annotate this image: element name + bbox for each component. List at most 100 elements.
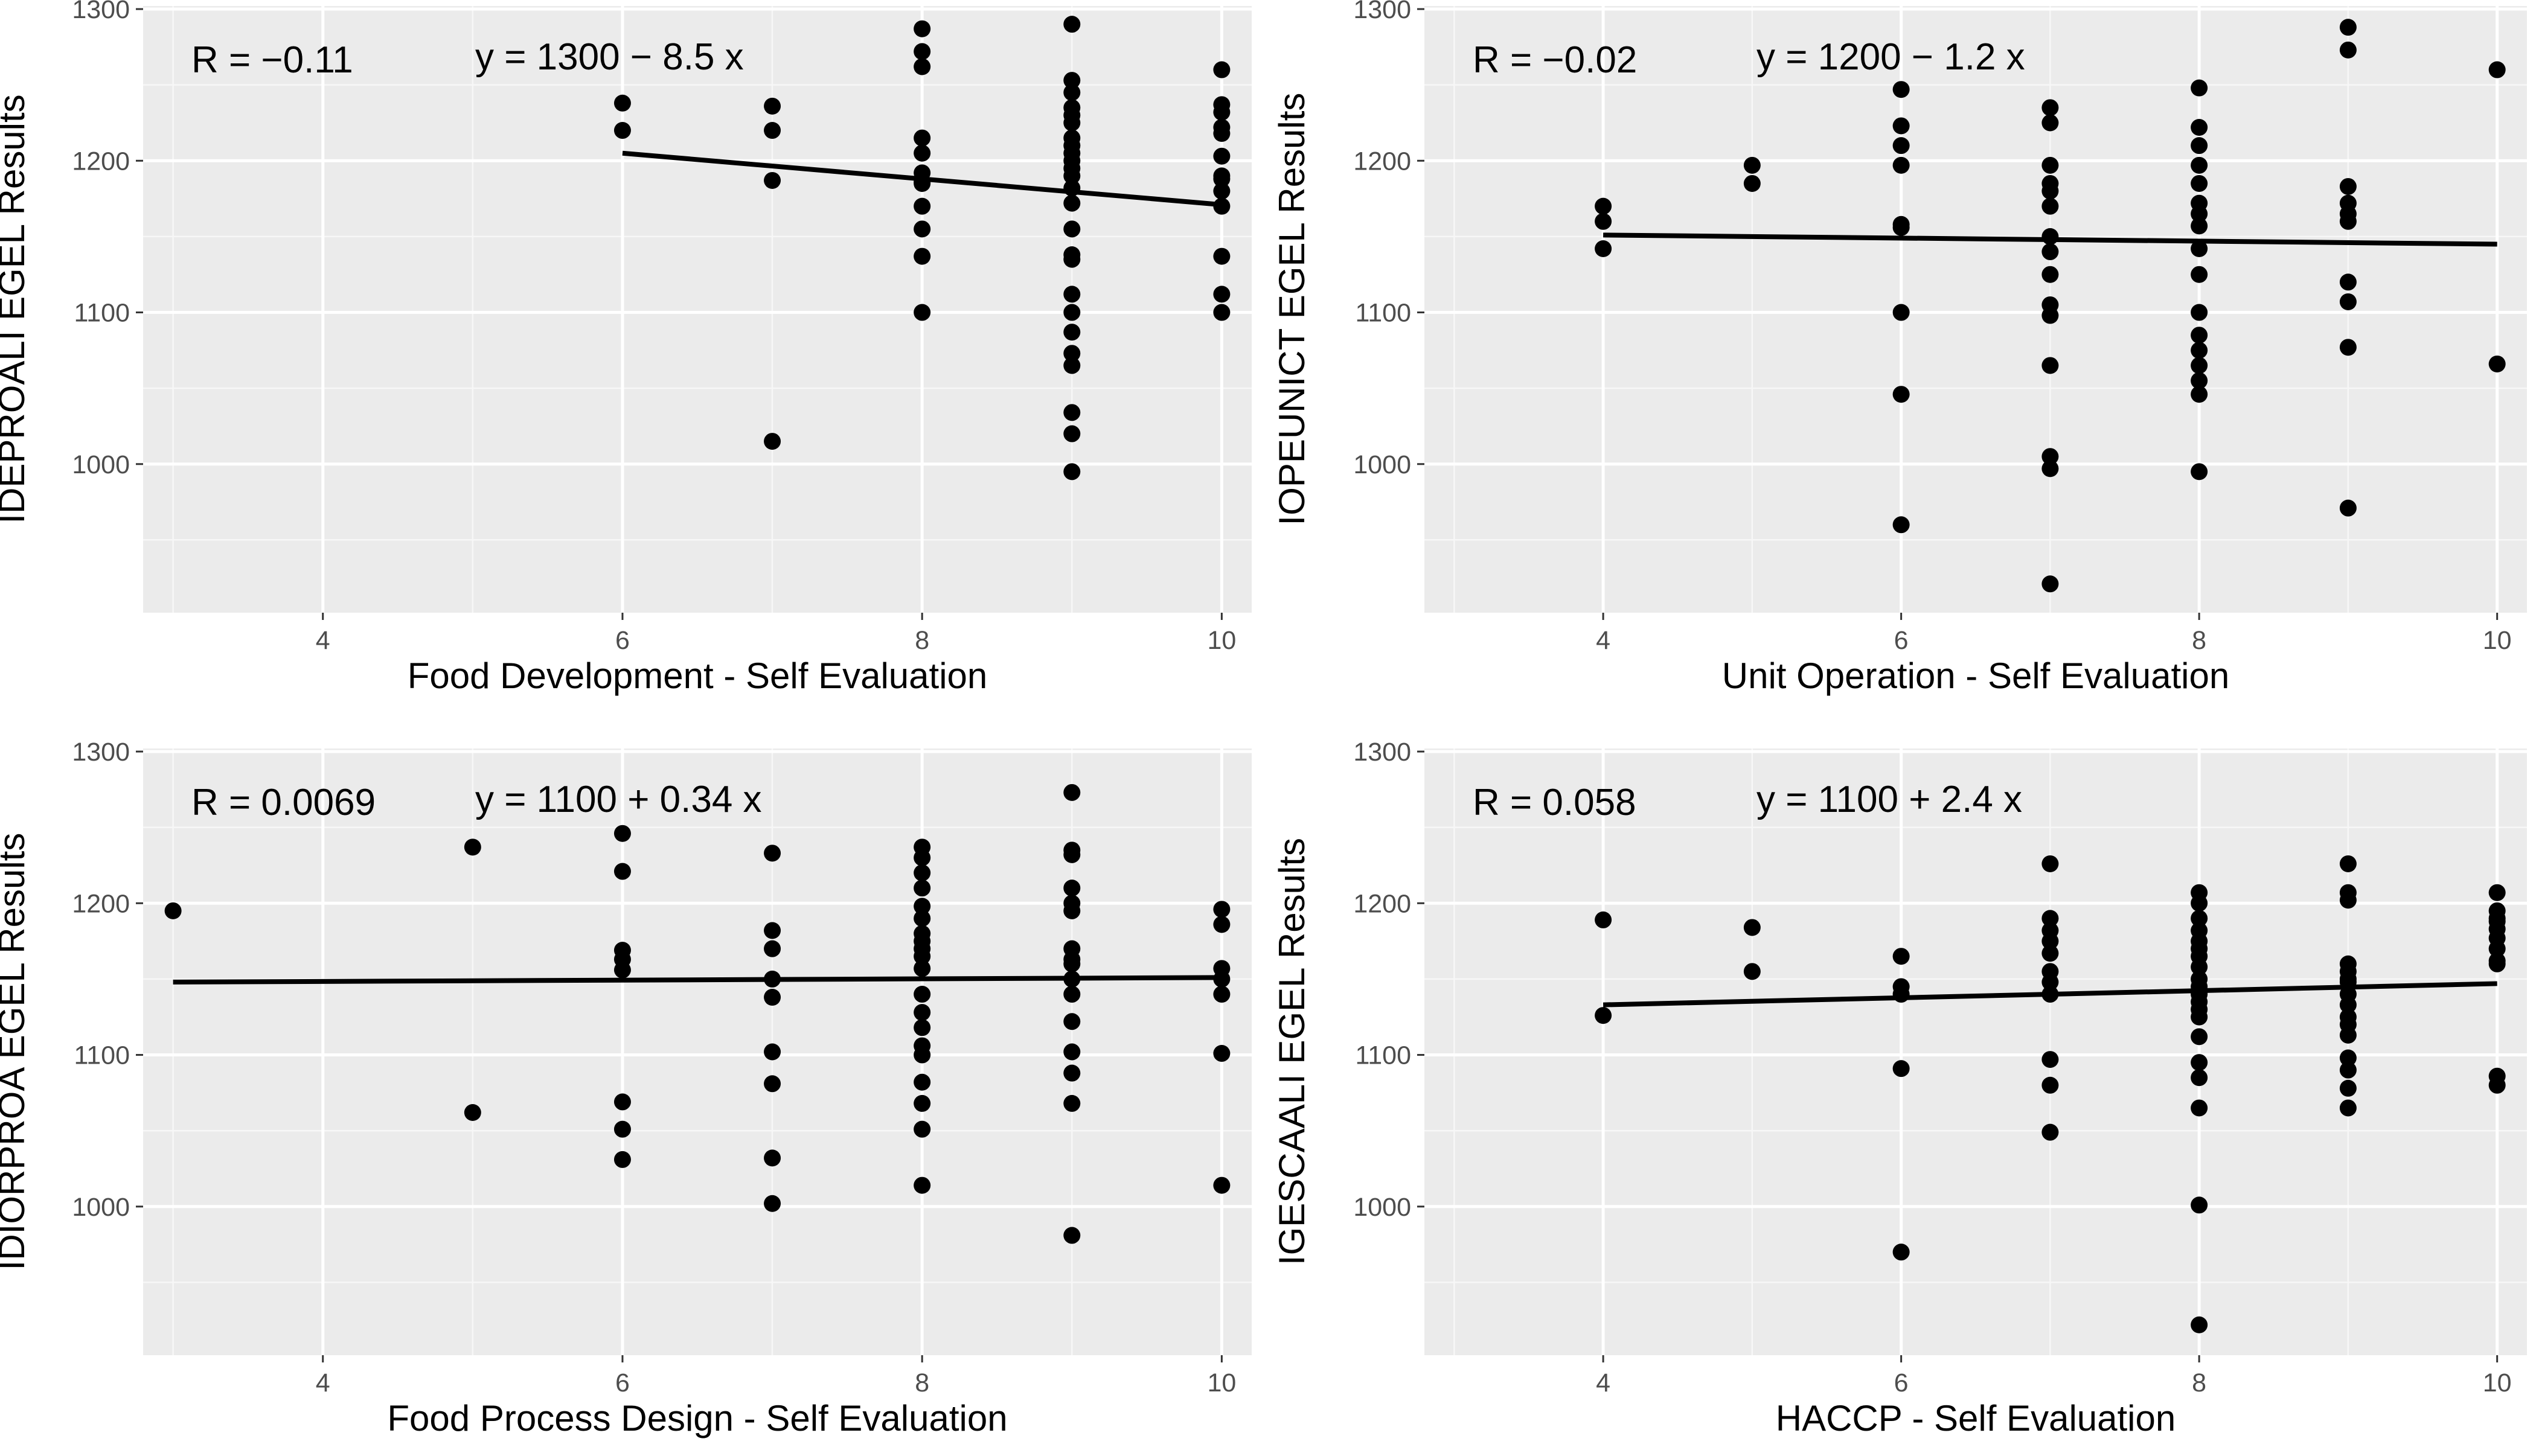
y-axis-title: IDIORPROA EGEL Results	[0, 833, 32, 1271]
regression-equation-annotation: y = 1100 + 0.34 x	[475, 779, 762, 820]
data-point	[764, 1043, 781, 1061]
data-point	[1063, 72, 1081, 89]
chart-panel-2: 4 6 8 10 1000 1100 1200 1300 Unit Operation - Se…	[1272, 0, 2527, 696]
data-point	[2339, 1049, 2357, 1067]
data-point	[914, 220, 931, 238]
y-axis-title: IOPEUNICT EGEL Results	[1272, 93, 1312, 526]
data-point	[2041, 182, 2059, 200]
data-point	[2191, 940, 2208, 957]
data-point	[1063, 286, 1081, 303]
data-point	[1595, 911, 1612, 928]
chart-panel-3: 4 6 8 10 1000 1100 1200 1300 Food Process Design…	[0, 738, 1252, 1438]
data-point	[914, 898, 931, 915]
data-point	[1063, 357, 1081, 374]
data-point	[2339, 19, 2357, 36]
data-point	[764, 845, 781, 862]
regression-equation-annotation: y = 1300 − 8.5 x	[475, 36, 744, 78]
data-point	[1063, 846, 1081, 863]
data-point	[1063, 220, 1081, 238]
x-tick-label: 4	[316, 1368, 330, 1397]
data-point	[2191, 1316, 2208, 1333]
regression-line	[622, 150, 1222, 208]
data-point	[1063, 880, 1081, 897]
chart-panel-1: 4 6 8 10 1000 1100 1200 1300 Food Development - …	[0, 0, 1252, 696]
data-point	[1063, 902, 1081, 919]
data-point	[2191, 304, 2208, 321]
x-tick-label: 6	[1894, 1368, 1909, 1397]
data-point	[2191, 372, 2208, 389]
data-point	[2339, 970, 2357, 988]
x-axis-title: HACCP - Self Evaluation	[1776, 1398, 2176, 1438]
x-tick-label: 6	[1894, 626, 1909, 655]
data-point	[2191, 1196, 2208, 1214]
data-point	[2191, 174, 2208, 192]
data-point	[1892, 1060, 1910, 1078]
data-point	[2191, 1099, 2208, 1117]
data-point	[764, 171, 781, 189]
data-point	[1063, 167, 1081, 185]
data-point	[2488, 940, 2506, 957]
data-point	[1213, 247, 1231, 265]
data-point	[914, 1046, 931, 1064]
data-point	[914, 1120, 931, 1138]
data-point	[2191, 156, 2208, 174]
data-point	[1892, 156, 1910, 174]
data-point	[164, 902, 182, 919]
data-point	[2041, 910, 2059, 927]
chart-panel-4: 4 6 8 10 1000 1100 1200 1300 HACCP - Self Evalua…	[1272, 738, 2527, 1438]
data-point	[1063, 324, 1081, 341]
regression-equation-annotation: y = 1100 + 2.4 x	[1756, 779, 2022, 820]
data-point	[914, 849, 931, 866]
data-point	[2041, 1076, 2059, 1094]
regression-line	[1603, 232, 2497, 247]
data-point	[764, 1075, 781, 1093]
y-tick-label: 1200	[72, 889, 130, 918]
data-point	[2041, 357, 2059, 374]
data-point	[2191, 266, 2208, 283]
data-point	[764, 1149, 781, 1167]
data-point	[1595, 240, 1612, 257]
data-point	[1213, 103, 1231, 121]
data-point	[1213, 986, 1231, 1003]
x-tick-label: 10	[2483, 626, 2512, 655]
data-point	[914, 197, 931, 215]
data-point	[1063, 137, 1081, 155]
data-point	[1892, 137, 1910, 155]
data-point	[1213, 1177, 1231, 1194]
data-point	[764, 922, 781, 939]
x-tick-label: 10	[1207, 626, 1236, 655]
data-point	[1063, 986, 1081, 1003]
data-point	[1063, 16, 1081, 33]
data-point	[2339, 1099, 2357, 1117]
regression-line	[1603, 981, 2497, 1007]
data-point	[764, 433, 781, 450]
data-point	[613, 961, 631, 979]
data-point	[914, 986, 931, 1003]
y-tick-label: 1300	[1353, 0, 1411, 24]
data-point	[2339, 892, 2357, 909]
x-tick-label: 6	[615, 626, 630, 655]
data-point	[1063, 951, 1081, 968]
data-point	[2339, 1079, 2357, 1097]
y-tick-label: 1100	[1356, 1041, 1411, 1070]
correlation-annotation: R = 0.058	[1473, 782, 1636, 823]
y-tick-label: 1300	[1353, 738, 1411, 767]
data-point	[2041, 575, 2059, 593]
data-point	[2041, 933, 2059, 950]
data-point	[1063, 1013, 1081, 1030]
data-point	[2339, 1061, 2357, 1079]
data-point	[2191, 342, 2208, 359]
data-point	[764, 940, 781, 957]
data-point	[613, 825, 631, 842]
data-point	[2041, 1051, 2059, 1068]
data-point	[2191, 205, 2208, 223]
x-tick-label: 4	[1596, 1368, 1610, 1397]
y-tick-label: 1300	[72, 0, 130, 24]
data-point	[2191, 217, 2208, 235]
data-point	[613, 1151, 631, 1168]
data-point	[914, 933, 931, 950]
data-point	[2041, 99, 2059, 117]
data-point	[2339, 273, 2357, 291]
data-point	[1743, 156, 1761, 174]
